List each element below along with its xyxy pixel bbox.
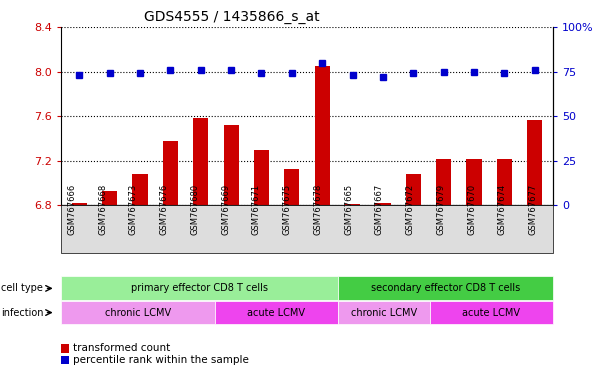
Text: GSM767667: GSM767667 bbox=[375, 184, 384, 235]
Text: GSM767665: GSM767665 bbox=[344, 184, 353, 235]
Text: cell type: cell type bbox=[1, 283, 43, 293]
Bar bbox=[436, 159, 452, 205]
Text: GSM767676: GSM767676 bbox=[159, 184, 169, 235]
Text: GSM767673: GSM767673 bbox=[129, 184, 138, 235]
Text: acute LCMV: acute LCMV bbox=[463, 308, 521, 318]
Bar bbox=[163, 141, 178, 205]
Text: infection: infection bbox=[1, 308, 44, 318]
Text: secondary effector CD8 T cells: secondary effector CD8 T cells bbox=[371, 283, 520, 293]
Text: GSM767679: GSM767679 bbox=[436, 184, 445, 235]
Text: chronic LCMV: chronic LCMV bbox=[105, 308, 171, 318]
Text: GSM767677: GSM767677 bbox=[529, 184, 538, 235]
Text: percentile rank within the sample: percentile rank within the sample bbox=[73, 355, 249, 365]
Bar bbox=[375, 203, 390, 205]
Text: GSM767668: GSM767668 bbox=[98, 184, 107, 235]
Bar bbox=[527, 119, 543, 205]
Bar bbox=[254, 150, 269, 205]
Text: acute LCMV: acute LCMV bbox=[247, 308, 306, 318]
Bar bbox=[284, 169, 299, 205]
Text: GSM767678: GSM767678 bbox=[313, 184, 323, 235]
Bar bbox=[102, 191, 117, 205]
Text: GSM767675: GSM767675 bbox=[283, 184, 291, 235]
Bar bbox=[71, 203, 87, 205]
Text: GSM767672: GSM767672 bbox=[406, 184, 415, 235]
Bar bbox=[193, 118, 208, 205]
Text: chronic LCMV: chronic LCMV bbox=[351, 308, 417, 318]
Bar bbox=[406, 174, 421, 205]
Bar bbox=[133, 174, 148, 205]
Text: GSM767666: GSM767666 bbox=[67, 184, 76, 235]
Bar bbox=[466, 159, 481, 205]
Bar bbox=[224, 125, 239, 205]
Bar bbox=[345, 204, 360, 205]
Text: primary effector CD8 T cells: primary effector CD8 T cells bbox=[131, 283, 268, 293]
Text: GSM767671: GSM767671 bbox=[252, 184, 261, 235]
Text: GSM767669: GSM767669 bbox=[221, 184, 230, 235]
Text: GSM767674: GSM767674 bbox=[498, 184, 507, 235]
Text: GDS4555 / 1435866_s_at: GDS4555 / 1435866_s_at bbox=[144, 10, 320, 23]
Bar bbox=[497, 159, 512, 205]
Text: GSM767680: GSM767680 bbox=[191, 184, 199, 235]
Bar bbox=[315, 66, 330, 205]
Text: transformed count: transformed count bbox=[73, 343, 170, 353]
Text: GSM767670: GSM767670 bbox=[467, 184, 476, 235]
